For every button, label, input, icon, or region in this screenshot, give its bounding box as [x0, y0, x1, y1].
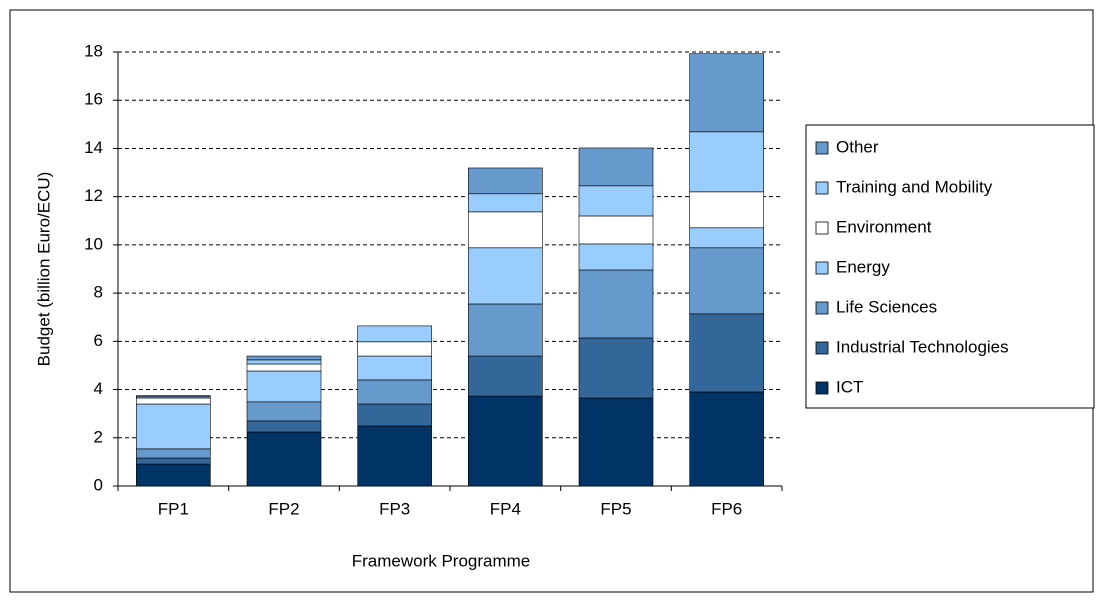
y-tick-label: 10 [84, 234, 103, 253]
bar-segment [468, 247, 543, 305]
x-tick-label: FP4 [490, 499, 521, 518]
bar-segment [246, 370, 322, 403]
x-axis-title: Framework Programme [352, 551, 531, 570]
legend-label: Life Sciences [836, 297, 937, 316]
bar-segment [468, 355, 543, 397]
y-tick-label: 12 [84, 186, 103, 205]
legend-label: Other [836, 137, 879, 156]
y-tick-label: 4 [94, 379, 103, 398]
y-tick-label: 0 [94, 475, 103, 494]
bar-segment [578, 147, 654, 187]
legend-label: Industrial Technologies [836, 337, 1009, 356]
bar-segment [136, 463, 211, 487]
legend-swatch [815, 261, 829, 275]
y-tick-label: 6 [94, 331, 103, 350]
y-tick-label: 2 [94, 427, 103, 446]
bar-segment [689, 313, 764, 393]
bar-segment [357, 425, 432, 487]
x-tick-label: FP5 [600, 499, 631, 518]
bar-segment [578, 269, 654, 339]
legend-label: Environment [836, 217, 932, 236]
bar-segment [689, 191, 764, 229]
bar-segment [357, 355, 432, 381]
bar-segment [357, 403, 432, 427]
bar-segment [246, 401, 322, 422]
bar-segment [689, 391, 764, 487]
bar-segment [357, 325, 432, 343]
legend-label: Training and Mobility [836, 177, 993, 196]
x-tick-label: FP1 [158, 499, 189, 518]
bar-segment [136, 397, 211, 405]
y-tick-label: 8 [94, 283, 103, 302]
bar-segment [468, 167, 543, 195]
bar-segment [246, 359, 322, 365]
bar-segment [578, 337, 654, 399]
legend-swatch [815, 381, 829, 395]
bar-segment [136, 457, 211, 465]
bar-segment [578, 185, 654, 217]
bar-segment [136, 395, 211, 398]
bar-segment [468, 211, 543, 249]
bar-segment [136, 403, 211, 450]
bar-segment [136, 448, 211, 459]
bar-segment [357, 379, 432, 405]
legend-label: ICT [836, 377, 863, 396]
legend-swatch [815, 181, 829, 195]
bar-segment [578, 243, 654, 271]
bar-segment [357, 341, 432, 357]
y-tick-label: 18 [84, 41, 103, 60]
bar-segment [468, 395, 543, 487]
x-tick-label: FP2 [268, 499, 299, 518]
bar-segment [246, 431, 322, 487]
y-tick-label: 14 [84, 138, 103, 157]
bar-segment [468, 193, 543, 213]
legend-box [805, 124, 1095, 409]
legend-swatch [815, 301, 829, 315]
legend-swatch [815, 341, 829, 355]
bar-segment [689, 227, 764, 249]
x-tick-label: FP6 [711, 499, 742, 518]
bar-segment [246, 420, 322, 433]
legend-label: Energy [836, 257, 890, 276]
legend-swatch [815, 221, 829, 235]
bar-segment [578, 215, 654, 245]
bar-segment [246, 363, 322, 372]
bar-segment [468, 303, 543, 357]
y-axis-title: Budget (billion Euro/ECU) [34, 172, 53, 367]
bar-segment [246, 355, 322, 361]
x-tick-label: FP3 [379, 499, 410, 518]
legend-swatch [815, 141, 829, 155]
bar-segment [689, 247, 764, 315]
bar-segment [689, 53, 764, 133]
bar-segment [689, 131, 764, 193]
bar-segment [578, 397, 654, 487]
y-tick-label: 16 [84, 90, 103, 109]
